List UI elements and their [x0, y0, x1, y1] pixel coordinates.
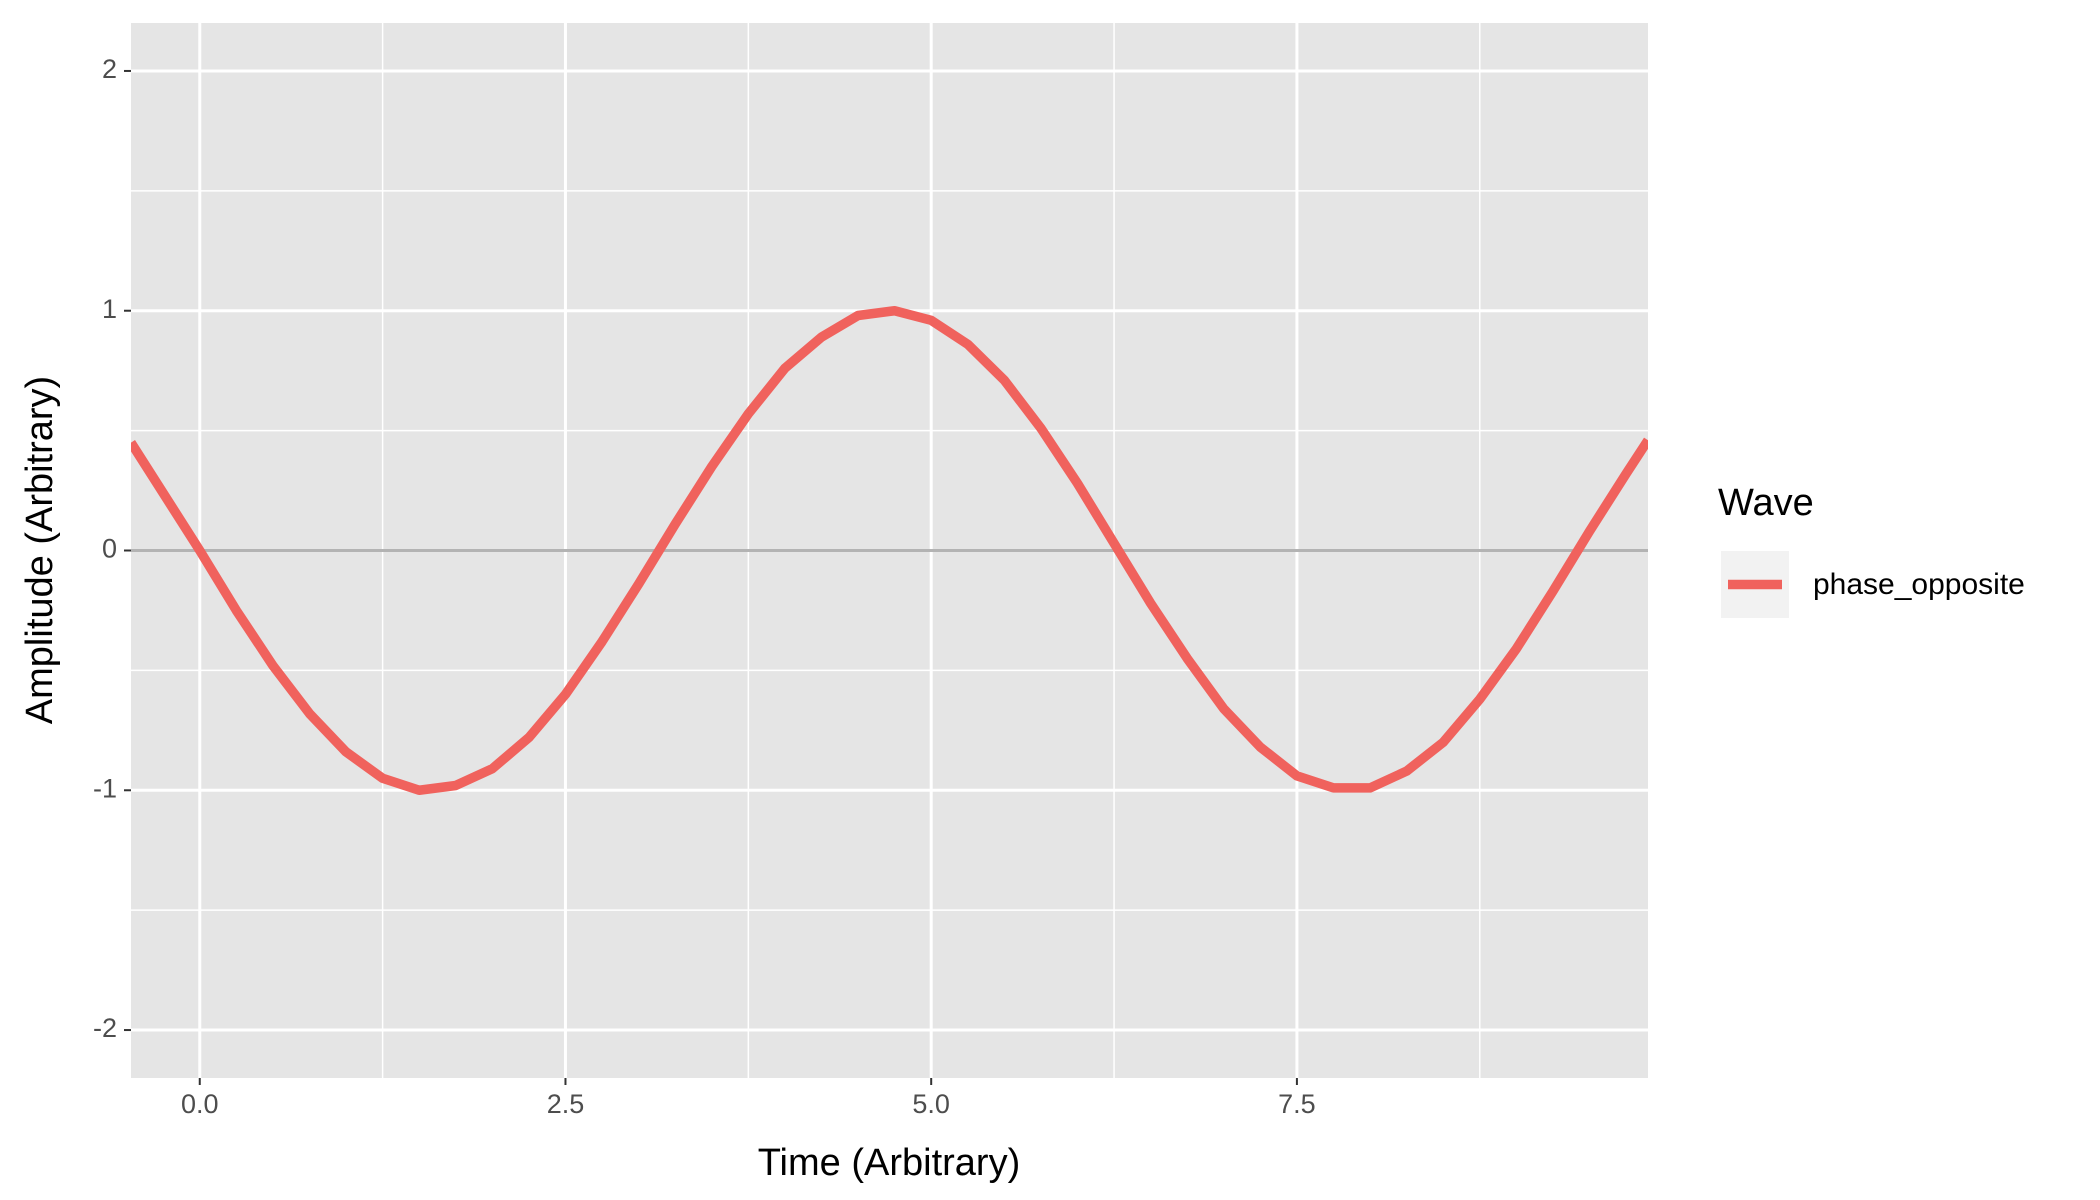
y-axis-title: Amplitude (Arbitrary) [19, 376, 61, 724]
y-tick-label: 2 [102, 54, 117, 84]
plot-area [131, 305, 1648, 796]
legend: phase_opposite [1721, 551, 2025, 618]
x-tick-label: 2.5 [547, 1089, 585, 1119]
legend-label: phase_opposite [1813, 568, 2025, 601]
x-tick-label: 5.0 [912, 1089, 950, 1119]
y-tick-label: -1 [93, 773, 117, 803]
x-tick-label: 0.0 [181, 1089, 219, 1119]
y-tick-label: -2 [93, 1013, 117, 1043]
x-axis-title: Time (Arbitrary) [758, 1142, 1020, 1184]
x-tick-label: 7.5 [1278, 1089, 1316, 1119]
legend-title: Wave [1718, 482, 1814, 524]
y-tick-label: 0 [102, 534, 117, 564]
series-line [131, 305, 1648, 796]
y-tick-label: 1 [102, 294, 117, 324]
